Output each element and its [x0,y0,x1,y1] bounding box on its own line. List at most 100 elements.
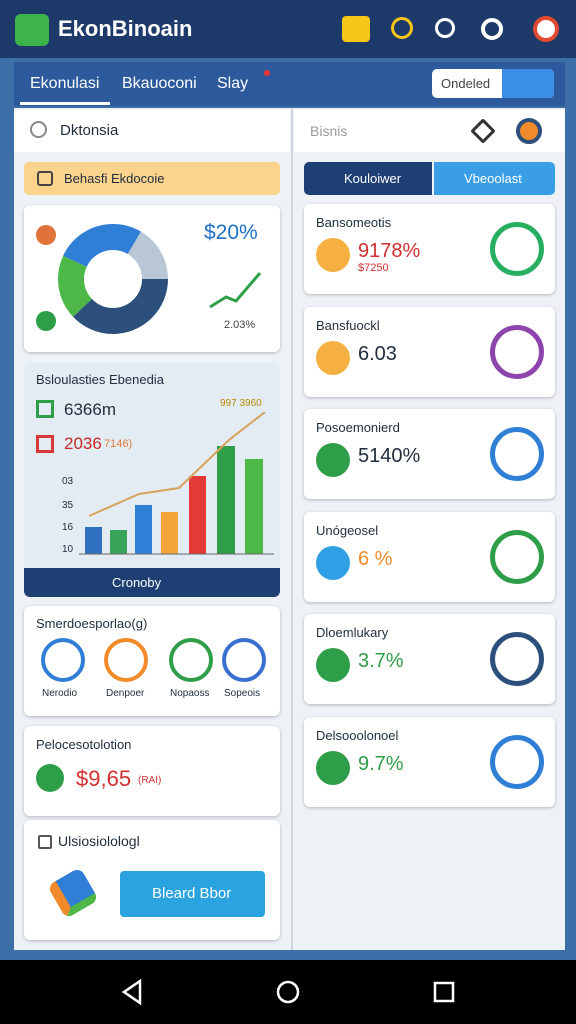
icon-circle [316,443,350,477]
icon-circle [36,764,64,792]
price-note: (RAI) [138,775,162,786]
donut-seg [58,224,168,334]
donut-seg [58,224,168,334]
tab[interactable]: Slay [217,75,249,92]
card-illustration [490,734,544,789]
nav-recent[interactable] [433,981,455,1003]
search-box[interactable]: Ondeled [432,69,554,98]
card-title: Dloemlukary [316,625,389,640]
donut [58,224,168,334]
search-text: Ondeled [441,76,491,91]
legend-note: 997 3960 [220,398,262,409]
tool-icon[interactable] [470,118,496,144]
card-value: 6.03 [358,342,397,365]
icon-circle[interactable] [169,638,213,682]
info-card: Posoemonierd 5140% [304,409,555,499]
icon-circle[interactable] [41,638,85,682]
card-illustration [490,529,544,584]
dropdown[interactable]: Vbeoolast [434,162,555,195]
card-illustration [490,632,544,686]
right-search[interactable]: Bisnis [294,110,565,152]
legend-box [36,400,54,418]
search-text: Dktonsia [60,122,119,139]
icon-coin[interactable] [391,17,413,39]
button-text: Bleard Bbor [152,885,232,902]
icon-circle [316,750,350,785]
card-sub: $7250 [358,262,389,274]
icon-label: Sopeois [224,688,261,699]
icon-circle [316,238,350,272]
doc-icon [38,835,52,849]
donut-seg [58,224,168,334]
card-illustration [490,427,544,481]
axis-label: 16 [62,522,74,533]
search-icon [30,121,47,138]
info-card: Bansfuockl 6.03 [304,306,555,397]
card-illustration [490,324,544,379]
card-value: 9.7% [358,752,404,775]
icon-label: Nerodio [42,688,78,699]
tab[interactable]: Bkauoconi [122,75,197,92]
info-card: Delsooolonoel 9.7% [304,716,555,807]
tool-icon[interactable] [516,118,542,144]
check-icon [37,171,53,186]
icons-card: Smerdoesporlao(g) Nerodio Denpoer Nopaos… [24,606,280,716]
card-value: 5140% [358,445,421,467]
card-title: Smerdoesporlao(g) [36,616,148,631]
card-value: 3.7% [358,650,404,672]
legend-note: 7146) [104,438,133,450]
icon-mail[interactable] [342,16,370,42]
legend-value: 2036 [64,434,102,453]
card-title: Posoemonierd [316,420,400,435]
icon-circle[interactable] [104,638,148,682]
badge [264,70,270,76]
action-card: Ulsiosiolologl Bleard Bbor [24,820,280,940]
dropdown-bar[interactable]: Cronoby [24,568,280,597]
search-button[interactable] [502,69,554,98]
bar-illustration [79,412,274,555]
icon-circle [316,648,350,682]
dropdown-text: Kouloiwer [344,171,402,186]
price-value: $9,65 [76,766,132,791]
icon-settings[interactable] [481,18,503,40]
divider [291,108,293,950]
card-title: Pelocesotolotion [36,737,132,752]
card-title: Delsooolonoel [316,727,399,743]
donut-value: $20% [204,221,258,244]
axis-label: 35 [62,500,74,511]
app-title: EkonBinoain [58,16,193,41]
info-card: Bansomeotis 9178% $7250 [304,204,555,294]
tab-bar: Ekonulasi Bkauoconi Slay Ondeled [14,62,565,106]
nav-back[interactable] [121,978,142,1006]
icon-label: Denpoer [106,688,145,699]
info-card: Dloemlukary 3.7% [304,614,555,704]
nav-icons [121,978,455,1006]
card-value: 6 % [358,547,393,570]
card-illustration [490,222,544,276]
action-button[interactable]: Bleard Bbor [120,871,265,917]
dropdown-text: Vbeoolast [464,171,522,186]
tab[interactable]: Ekonulasi [30,75,100,92]
nav-bar [0,960,576,1024]
logo [15,14,49,46]
card-title: Ulsiosiolologl [58,833,140,849]
icon-circle[interactable] [222,638,266,682]
dropdown-text: Cronoby [112,575,162,590]
info-card: Unógeosel 6 % [304,511,555,602]
card-title: Bansomeotis [316,215,392,230]
left-search[interactable]: Dktonsia [14,110,290,152]
chart-title: Bsloulasties Ebenedia [36,372,164,387]
avatar[interactable] [533,16,559,42]
icon-bell[interactable] [435,18,455,38]
card-value: 9178% [358,240,421,262]
dropdown[interactable]: Kouloiwer [304,162,432,195]
card-title: Bansfuockl [316,317,380,333]
nav-home[interactable] [276,980,300,1004]
price-card: Pelocesotolotion $9,65 (RAI) [24,726,280,816]
dot-icon [36,311,56,331]
trend-icon [209,272,262,309]
axis-label: 03 [62,476,74,487]
legend-value: 6366m [64,400,116,419]
illustration [47,867,99,919]
